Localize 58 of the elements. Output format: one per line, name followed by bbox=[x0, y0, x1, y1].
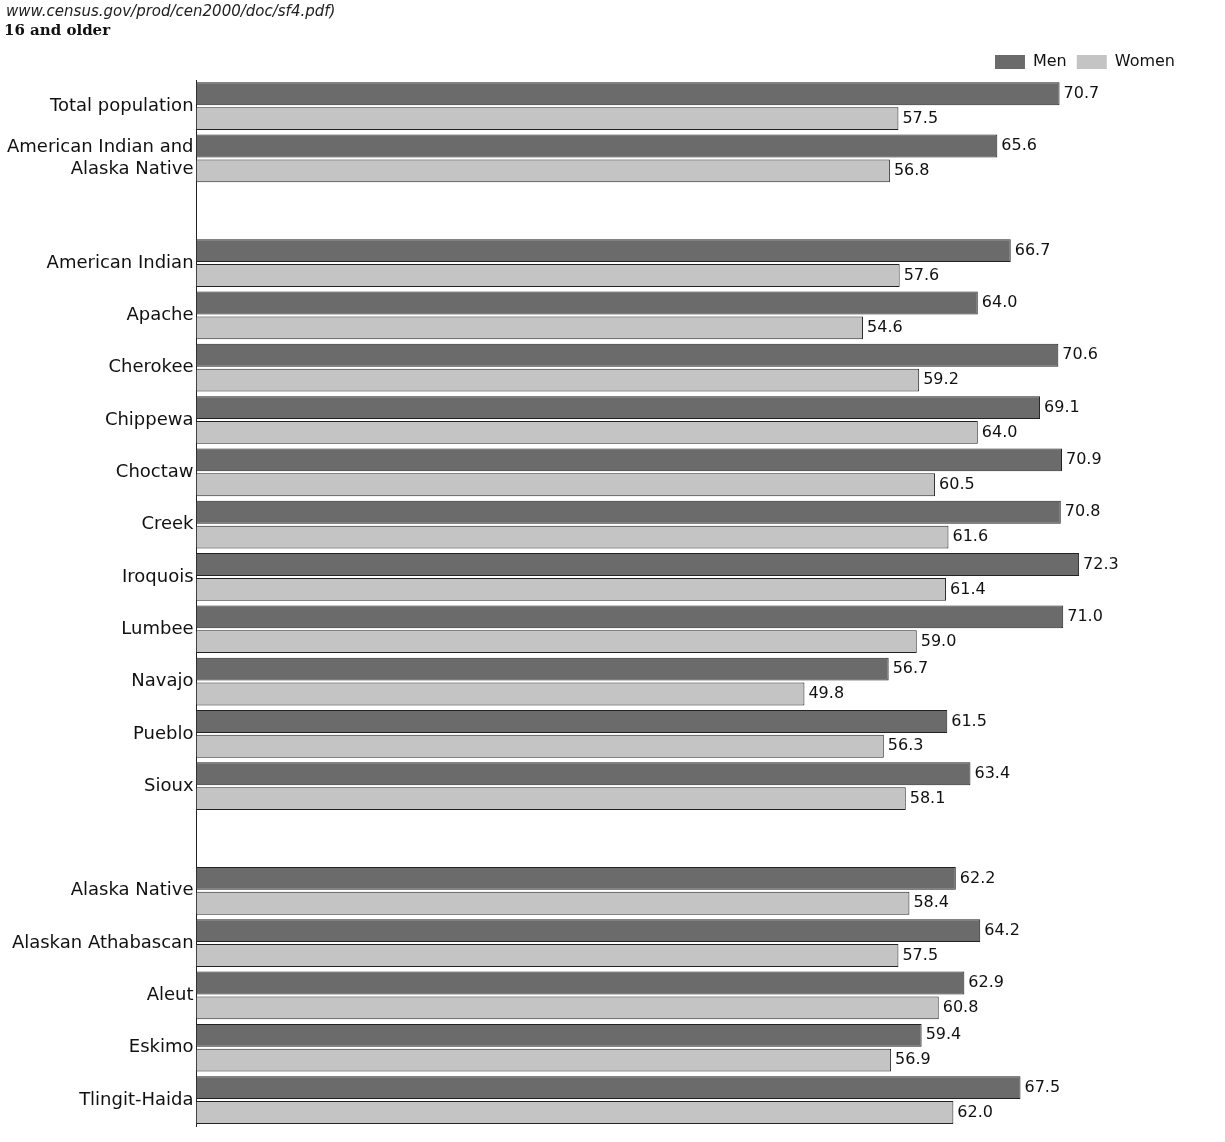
y-tick-label: Sioux bbox=[144, 773, 194, 795]
data-label: 62.0 bbox=[957, 1101, 993, 1121]
y-tick-label: Aleut bbox=[146, 983, 194, 1005]
data-label: 57.5 bbox=[902, 944, 939, 964]
data-label: 56.9 bbox=[895, 1049, 931, 1069]
y-tick-label: Alaskan Athabascan bbox=[11, 930, 194, 952]
text: www.census.gov/prod/cen2000/doc/sf4.pdf) bbox=[6, 2, 336, 20]
data-label: 49.8 bbox=[808, 683, 845, 703]
data-label: 61.4 bbox=[950, 578, 986, 598]
y-tick-label: American Indian and Alaska Native bbox=[6, 135, 194, 178]
data-label: 62.9 bbox=[968, 972, 1004, 992]
data-label: 61.5 bbox=[951, 710, 987, 730]
y-tick-label: Choctaw bbox=[115, 460, 194, 481]
data-label: 70.8 bbox=[1064, 501, 1101, 521]
y-tick-label: Cherokee bbox=[108, 355, 194, 377]
data-label: 64.0 bbox=[981, 292, 1018, 312]
y-tick-label: Chippewa bbox=[104, 407, 194, 429]
data-label: 64.2 bbox=[984, 919, 1020, 939]
data-label: 57.6 bbox=[903, 264, 940, 284]
legend-label: Women bbox=[1114, 51, 1176, 71]
data-label: 54.6 bbox=[867, 316, 903, 336]
y-tick-label: Navajo bbox=[131, 669, 194, 691]
y-tick-label: Alaska Native bbox=[70, 878, 194, 900]
text: 16 and older bbox=[4, 20, 112, 39]
data-label: 70.9 bbox=[1066, 449, 1102, 469]
y-tick-label: Apache bbox=[126, 303, 194, 325]
data-label: 63.4 bbox=[974, 762, 1011, 782]
data-label: 58.1 bbox=[909, 787, 946, 807]
data-label: 61.6 bbox=[952, 526, 989, 546]
y-tick-label: American Indian bbox=[46, 250, 194, 272]
data-label: 64.0 bbox=[981, 421, 1018, 441]
data-label: 67.5 bbox=[1024, 1076, 1061, 1096]
y-tick-label: Pueblo bbox=[133, 721, 194, 743]
data-label: 59.0 bbox=[920, 630, 957, 650]
data-label: 56.3 bbox=[887, 735, 924, 755]
data-label: 60.5 bbox=[939, 473, 975, 493]
y-tick-label: Tlingit-Haida bbox=[78, 1087, 194, 1109]
data-label: 58.4 bbox=[913, 892, 950, 912]
data-label: 59.4 bbox=[925, 1024, 962, 1044]
data-label: 56.8 bbox=[893, 160, 930, 180]
y-tick-label: Iroquois bbox=[121, 564, 194, 586]
data-label: 59.2 bbox=[923, 369, 959, 389]
y-tick-label: Lumbee bbox=[121, 616, 194, 638]
data-label: 70.6 bbox=[1062, 344, 1098, 364]
data-label: 71.0 bbox=[1067, 605, 1103, 625]
y-tick-label: Total population bbox=[49, 93, 194, 115]
data-label: 66.7 bbox=[1014, 239, 1051, 259]
data-label: 62.2 bbox=[959, 867, 996, 887]
data-label: 56.7 bbox=[892, 658, 929, 678]
data-label: 72.3 bbox=[1083, 553, 1119, 573]
data-label: 60.8 bbox=[942, 997, 979, 1016]
data-label: 70.7 bbox=[1063, 82, 1100, 102]
y-tick-label: Eskimo bbox=[128, 1035, 194, 1057]
legend-label: Men bbox=[1032, 51, 1067, 71]
data-label: 57.5 bbox=[902, 107, 939, 127]
data-label: 65.6 bbox=[1001, 135, 1037, 155]
data-label: 69.1 bbox=[1044, 396, 1080, 416]
y-tick-label: Creek bbox=[141, 512, 195, 534]
